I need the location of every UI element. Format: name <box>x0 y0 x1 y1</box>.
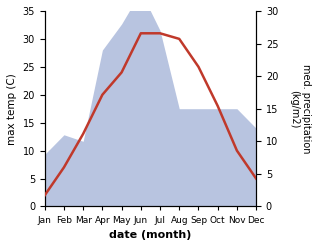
Y-axis label: max temp (C): max temp (C) <box>7 73 17 144</box>
X-axis label: date (month): date (month) <box>109 230 192 240</box>
Y-axis label: med. precipitation
(kg/m2): med. precipitation (kg/m2) <box>289 64 311 153</box>
